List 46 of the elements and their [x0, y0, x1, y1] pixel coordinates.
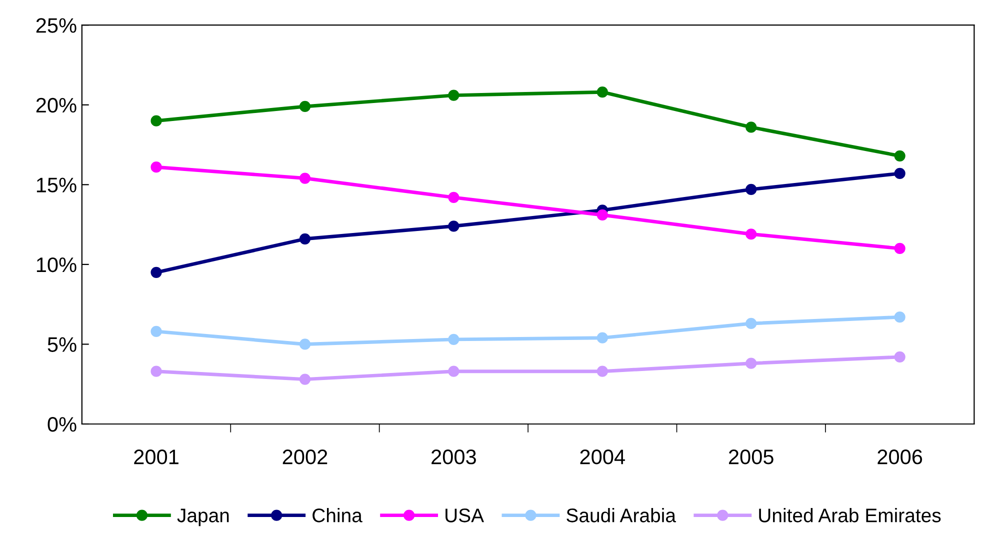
point — [596, 366, 608, 377]
x-tick-label: 2005 — [728, 450, 774, 464]
x-tick-label: 2002 — [282, 450, 328, 464]
point — [299, 233, 311, 244]
point — [150, 162, 162, 173]
legend-label: United Arab Emirates — [759, 508, 941, 522]
x-tick-label: 2004 — [580, 450, 625, 464]
x-tick-label: 2003 — [432, 450, 476, 464]
point — [746, 122, 757, 133]
legend-label: Saudi Arabia — [566, 508, 676, 522]
x-tick-label: 2001 — [134, 450, 178, 464]
point — [746, 358, 757, 369]
point — [894, 168, 906, 180]
point — [299, 100, 311, 112]
point — [894, 351, 906, 363]
point — [746, 318, 757, 330]
y-tick-label: 20% — [36, 98, 76, 113]
point — [448, 90, 460, 101]
point — [299, 338, 311, 350]
point — [150, 366, 162, 377]
point — [448, 192, 460, 203]
point — [299, 374, 311, 385]
y-tick-label: 5% — [48, 337, 76, 352]
point — [596, 86, 608, 98]
y-tick-label: 0% — [48, 416, 76, 432]
point — [596, 332, 608, 344]
point — [596, 209, 608, 221]
point — [150, 266, 162, 278]
legend-label: Japan — [177, 508, 229, 526]
point — [448, 366, 460, 377]
point — [448, 334, 460, 345]
y-tick-label: 15% — [36, 178, 76, 192]
point — [448, 220, 460, 232]
point — [150, 115, 162, 126]
point — [746, 184, 757, 195]
point — [894, 312, 906, 323]
point — [150, 326, 162, 338]
x-tick-label: 2006 — [878, 450, 922, 464]
y-tick-label: 25% — [36, 18, 76, 33]
point — [894, 150, 906, 162]
point — [894, 242, 906, 254]
legend-label: USA — [446, 508, 484, 522]
point — [299, 172, 311, 184]
legend-label: China — [312, 508, 362, 522]
point — [746, 228, 757, 240]
y-tick-label: 10% — [36, 257, 76, 272]
